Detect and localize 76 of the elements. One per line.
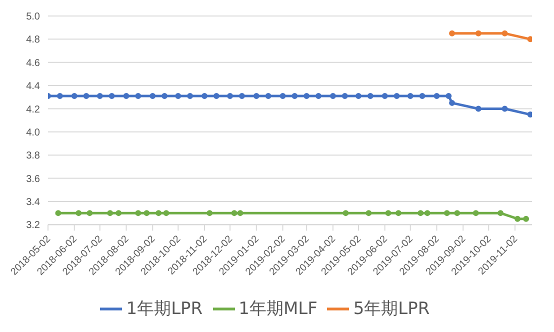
point xyxy=(449,30,456,36)
point xyxy=(342,92,348,99)
point xyxy=(213,92,220,99)
point xyxy=(238,92,245,99)
point xyxy=(292,92,298,99)
point xyxy=(107,210,114,216)
point xyxy=(407,92,414,99)
point xyxy=(96,92,103,99)
point xyxy=(418,210,424,216)
point xyxy=(446,92,452,99)
point xyxy=(175,92,182,99)
point xyxy=(135,92,142,99)
y-tick-label: 4.8 xyxy=(26,34,40,46)
point xyxy=(330,92,336,99)
point xyxy=(502,30,508,36)
y-tick-label: 4.2 xyxy=(26,104,40,116)
point xyxy=(304,92,310,99)
point xyxy=(123,92,130,99)
y-tick-label: 3.8 xyxy=(26,150,40,162)
point xyxy=(527,36,532,42)
y-tick-label: 4.0 xyxy=(26,127,40,138)
point xyxy=(231,210,238,216)
point xyxy=(523,216,530,222)
point xyxy=(265,92,272,99)
point xyxy=(163,210,170,216)
point xyxy=(108,92,115,99)
point xyxy=(382,92,388,99)
point xyxy=(444,210,450,216)
point xyxy=(434,92,440,99)
point xyxy=(355,92,362,99)
point xyxy=(385,210,392,216)
point xyxy=(475,30,482,36)
point xyxy=(395,210,402,216)
y-tick-label: 4.6 xyxy=(26,58,40,69)
point xyxy=(71,92,78,99)
point xyxy=(367,92,374,99)
legend-label: 1年期MLF xyxy=(238,298,318,319)
legend-label: 5年期LPR xyxy=(353,298,430,319)
point xyxy=(76,210,82,216)
y-tick-label: 3.4 xyxy=(26,197,40,208)
point xyxy=(394,92,400,99)
point xyxy=(280,92,286,99)
point xyxy=(454,210,460,216)
y-tick-label: 3.2 xyxy=(26,220,40,232)
legend-label: 1年期LPR xyxy=(126,298,203,319)
y-tick-label: 5.0 xyxy=(26,12,40,23)
point xyxy=(237,210,244,216)
point xyxy=(514,216,521,222)
point xyxy=(449,100,456,106)
point xyxy=(498,210,504,216)
point xyxy=(342,210,349,216)
point xyxy=(162,92,168,99)
point xyxy=(227,92,234,99)
point xyxy=(419,92,426,99)
point xyxy=(472,210,479,216)
point xyxy=(475,106,482,112)
point xyxy=(144,210,150,216)
point xyxy=(56,92,63,99)
point xyxy=(527,112,532,118)
point xyxy=(156,210,162,216)
y-tick-label: 3.6 xyxy=(26,174,40,185)
point xyxy=(315,92,322,99)
y-tick-label: 4.4 xyxy=(26,81,40,92)
point xyxy=(253,92,260,99)
point xyxy=(202,92,208,99)
point xyxy=(150,92,156,99)
point xyxy=(206,210,213,216)
point xyxy=(424,210,430,216)
point xyxy=(83,92,90,99)
point xyxy=(135,210,142,216)
point xyxy=(502,106,508,112)
point xyxy=(366,210,372,216)
point xyxy=(55,210,62,216)
point xyxy=(187,92,194,99)
point xyxy=(86,210,93,216)
point xyxy=(116,210,122,216)
